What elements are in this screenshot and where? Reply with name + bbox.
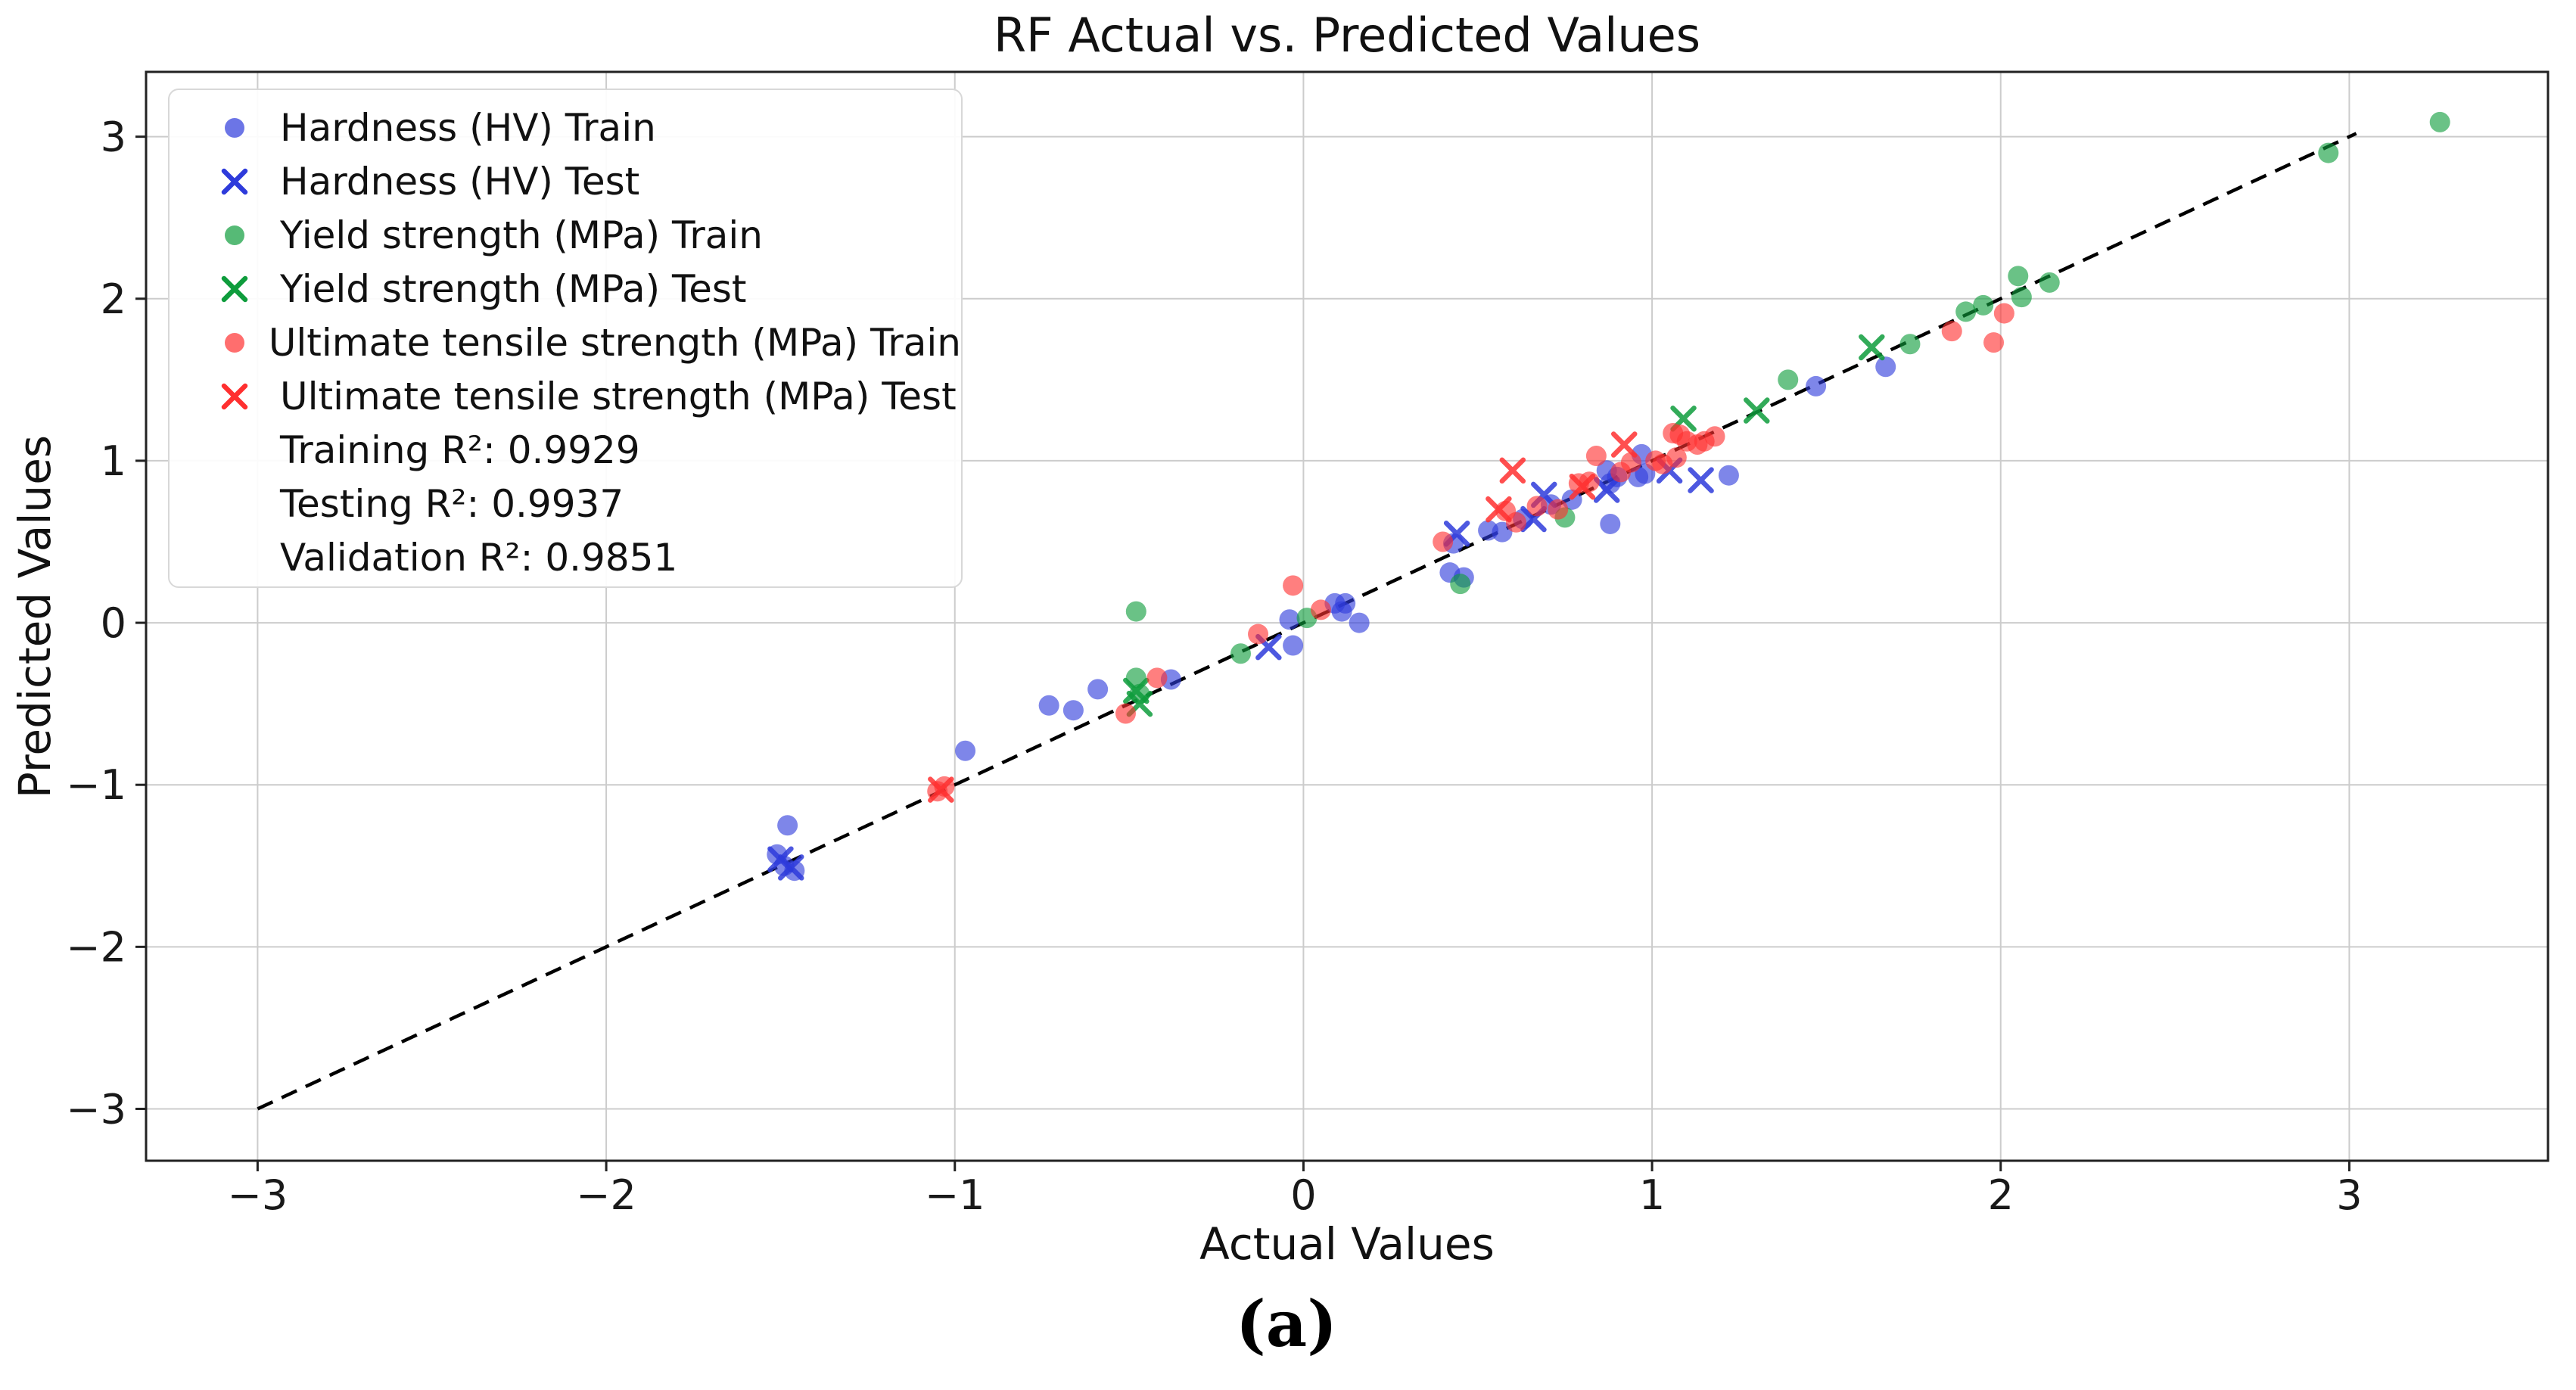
data-point-circle bbox=[1115, 703, 1136, 724]
data-point-circle bbox=[1433, 531, 1454, 552]
chart-title: RF Actual vs. Predicted Values bbox=[993, 8, 1701, 63]
data-point-circle bbox=[1973, 294, 1994, 316]
y-tick-label: −2 bbox=[66, 923, 126, 971]
legend-item: Ultimate tensile strength (MPa) Test bbox=[170, 369, 961, 423]
circle-marker-icon bbox=[200, 219, 280, 252]
circle-marker-icon bbox=[200, 111, 280, 145]
data-point-circle bbox=[2429, 111, 2450, 132]
data-point-circle bbox=[1899, 334, 1921, 355]
data-point-circle bbox=[1505, 512, 1526, 533]
data-point-circle bbox=[1718, 465, 1739, 486]
data-point-circle bbox=[1087, 679, 1109, 700]
data-point-circle bbox=[1146, 667, 1168, 689]
y-tick-label: −1 bbox=[66, 761, 126, 809]
data-point-circle bbox=[1450, 574, 1471, 595]
legend-item: Hardness (HV) Train bbox=[170, 101, 961, 154]
data-point-x bbox=[1569, 473, 1596, 500]
data-point-circle bbox=[1349, 612, 1370, 633]
data-point-circle bbox=[1248, 623, 1269, 645]
identity-line bbox=[257, 132, 2357, 1111]
data-point-circle bbox=[1310, 599, 1331, 620]
data-point-circle bbox=[1666, 447, 1687, 468]
subfigure-caption: (a) bbox=[1236, 1286, 1337, 1361]
data-point-circle bbox=[2039, 272, 2060, 293]
plot-border bbox=[145, 70, 2550, 1162]
data-point-x bbox=[1610, 431, 1638, 458]
data-point-circle bbox=[1548, 499, 1569, 520]
data-point-circle bbox=[2011, 287, 2032, 308]
data-point-x bbox=[928, 776, 954, 803]
data-point-x bbox=[1486, 496, 1512, 523]
data-point-circle bbox=[955, 740, 976, 761]
legend-item: Hardness (HV) Test bbox=[170, 154, 961, 208]
data-point-circle bbox=[1955, 301, 1977, 322]
legend-item-label: Ultimate tensile strength (MPa) Test bbox=[280, 374, 957, 418]
x-marker-icon bbox=[200, 380, 280, 413]
x-tick-label: −2 bbox=[576, 1171, 636, 1219]
data-point-circle bbox=[1038, 695, 1059, 716]
legend-annotation: Validation R²: 0.9851 bbox=[170, 530, 961, 584]
legend-item: Ultimate tensile strength (MPa) Train bbox=[170, 316, 961, 369]
y-tick-label: 0 bbox=[101, 599, 126, 647]
data-point-circle bbox=[1983, 332, 2005, 353]
data-point-circle bbox=[1283, 635, 1304, 656]
data-point-circle bbox=[1230, 643, 1251, 664]
legend-item-label: Ultimate tensile strength (MPa) Train bbox=[268, 320, 961, 365]
x-tick-label: −3 bbox=[228, 1171, 288, 1219]
data-point-circle bbox=[1806, 375, 1827, 396]
y-tick-label: 1 bbox=[101, 437, 126, 485]
x-tick-label: 0 bbox=[1290, 1171, 1316, 1219]
data-point-circle bbox=[1283, 575, 1304, 596]
y-axis-label: Predicted Values bbox=[9, 434, 61, 799]
legend-item-label: Yield strength (MPa) Train bbox=[280, 213, 763, 257]
data-point-circle bbox=[1526, 496, 1548, 517]
data-point-circle bbox=[1993, 303, 2014, 324]
r-squared-text: Testing R²: 0.9937 bbox=[280, 481, 624, 526]
data-point-circle bbox=[1125, 601, 1146, 622]
x-tick-label: −1 bbox=[925, 1171, 985, 1219]
y-tick-label: 2 bbox=[101, 275, 126, 323]
data-point-circle bbox=[1620, 452, 1641, 473]
data-point-circle bbox=[777, 815, 798, 836]
legend-item-label: Hardness (HV) Train bbox=[280, 105, 656, 150]
x-marker-icon bbox=[200, 272, 280, 306]
legend-annotation: Training R²: 0.9929 bbox=[170, 423, 961, 477]
data-point-circle bbox=[2318, 142, 2339, 163]
y-tick-label: −3 bbox=[66, 1085, 126, 1133]
legend: Hardness (HV) Train Hardness (HV) Test Yie… bbox=[168, 89, 963, 588]
legend-item-label: Hardness (HV) Test bbox=[280, 159, 640, 204]
data-point-circle bbox=[1279, 609, 1300, 630]
x-marker-icon bbox=[200, 165, 280, 198]
data-point-circle bbox=[1331, 601, 1352, 622]
data-point-x bbox=[777, 854, 804, 881]
legend-item: Yield strength (MPa) Test bbox=[170, 262, 961, 316]
data-point-x bbox=[1688, 467, 1714, 493]
data-point-x bbox=[1744, 397, 1770, 424]
data-point-circle bbox=[1062, 700, 1084, 721]
data-point-x bbox=[1499, 457, 1526, 484]
x-tick-label: 2 bbox=[1988, 1171, 2014, 1219]
circle-marker-icon bbox=[200, 326, 269, 359]
x-axis-label: Actual Values bbox=[1199, 1218, 1495, 1270]
x-tick-label: 1 bbox=[1639, 1171, 1665, 1219]
data-point-circle bbox=[1875, 356, 1896, 378]
data-point-circle bbox=[1704, 426, 1725, 447]
legend-item-label: Yield strength (MPa) Test bbox=[280, 266, 747, 311]
data-point-circle bbox=[2008, 266, 2029, 287]
data-point-x bbox=[1859, 334, 1885, 361]
data-point-circle bbox=[1941, 321, 1962, 342]
data-point-circle bbox=[1778, 369, 1799, 390]
legend-item: Yield strength (MPa) Train bbox=[170, 208, 961, 262]
data-point-circle bbox=[1585, 446, 1607, 467]
x-tick-label: 3 bbox=[2336, 1171, 2362, 1219]
legend-annotation: Testing R²: 0.9937 bbox=[170, 477, 961, 530]
y-tick-label: 3 bbox=[101, 114, 126, 161]
data-point-circle bbox=[1600, 513, 1621, 534]
data-point-x bbox=[1593, 477, 1620, 503]
r-squared-text: Validation R²: 0.9851 bbox=[280, 535, 678, 580]
r-squared-text: Training R²: 0.9929 bbox=[280, 428, 640, 472]
